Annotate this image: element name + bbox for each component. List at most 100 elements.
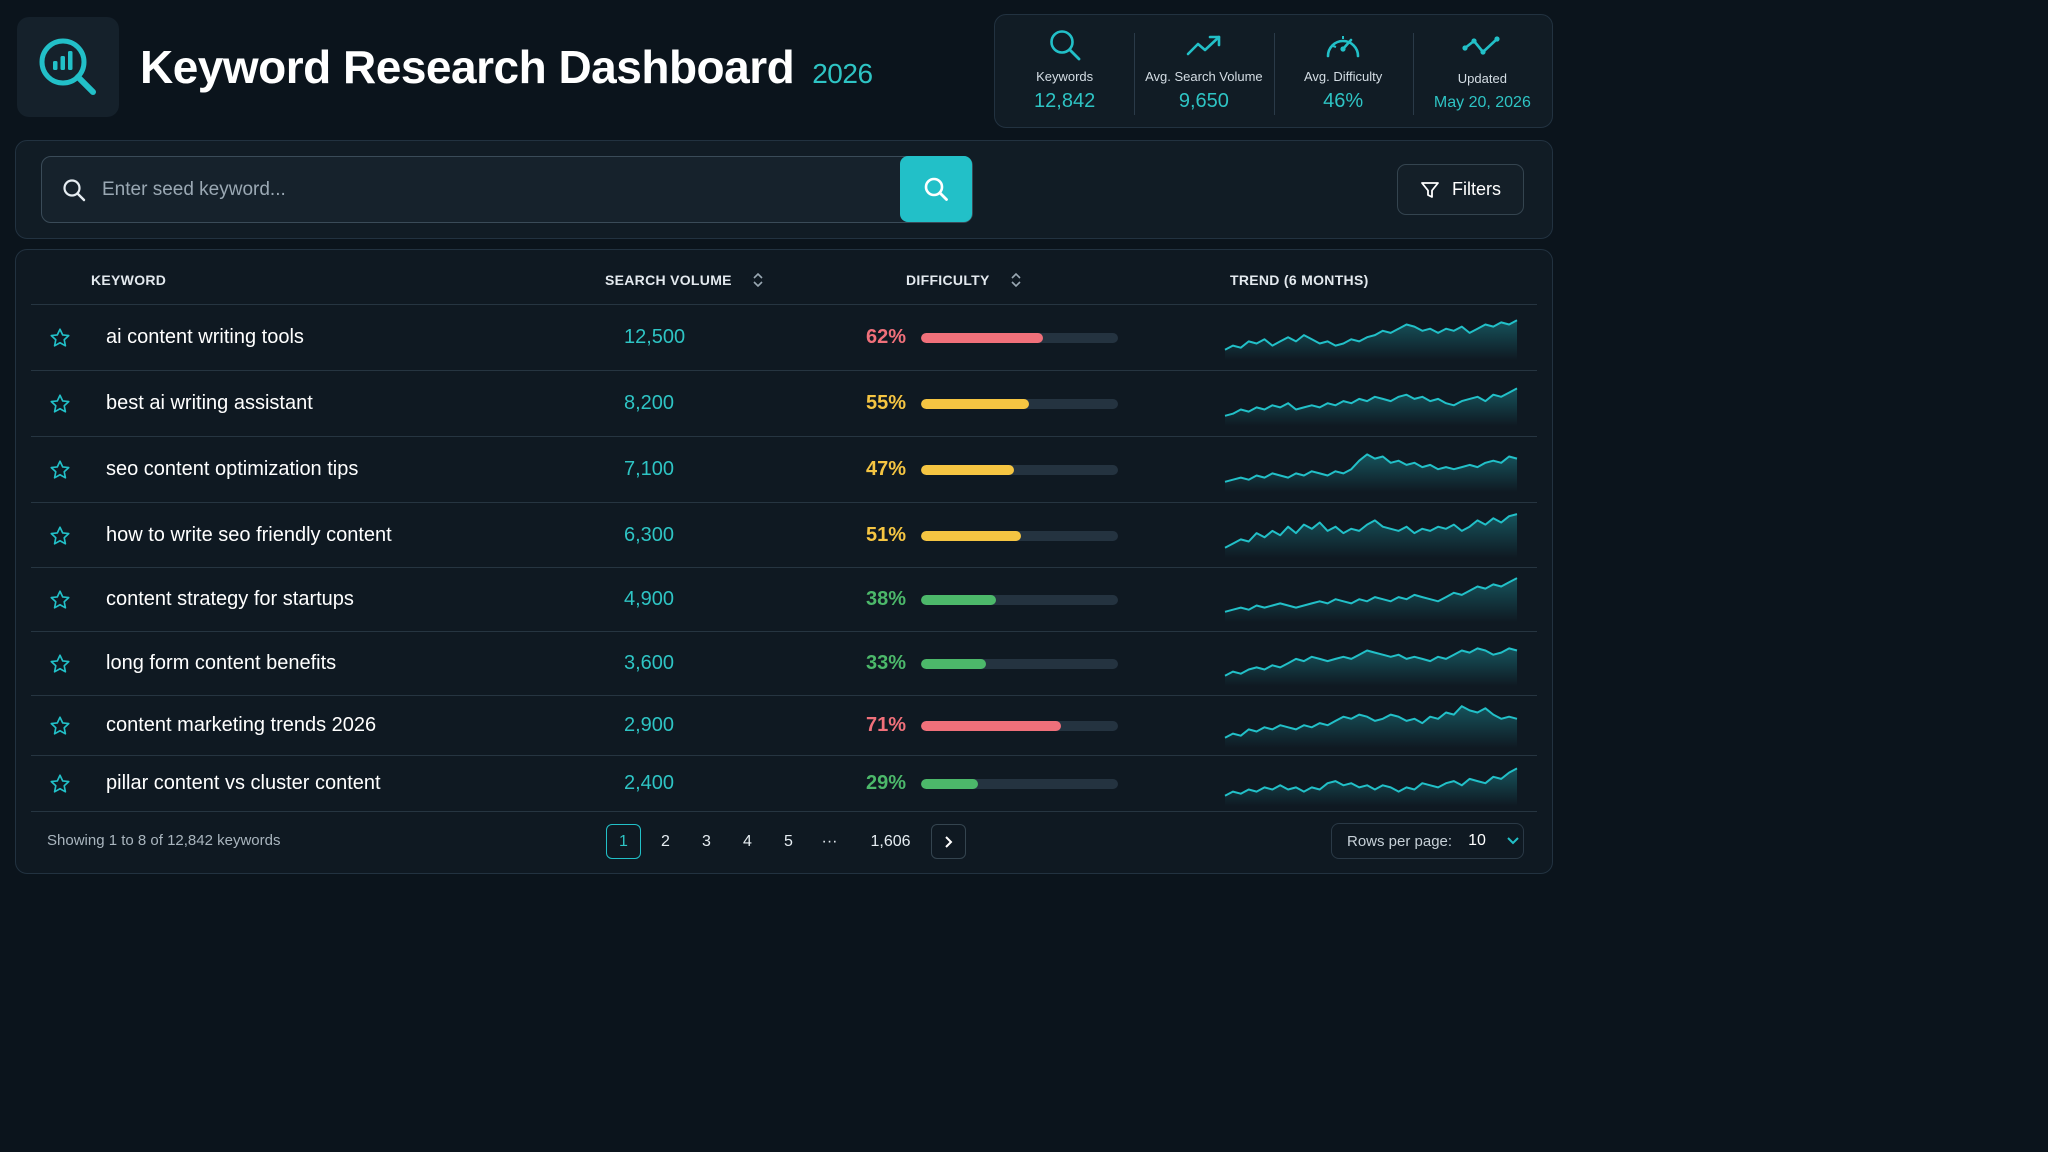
difficulty-bar-fill	[921, 721, 1061, 731]
next-page-button[interactable]	[931, 824, 966, 859]
page-button-2[interactable]: 2	[661, 832, 670, 850]
difficulty-bar-fill	[921, 659, 986, 669]
star-icon[interactable]	[49, 327, 71, 349]
trend-line	[1224, 453, 1518, 483]
difficulty-bar	[921, 530, 1118, 541]
search-button[interactable]	[900, 156, 972, 222]
column-header-search-volume[interactable]: SEARCH VOLUME	[605, 272, 764, 288]
trend-area	[1225, 388, 1517, 426]
column-header-trend: TREND (6 MONTHS)	[1230, 272, 1369, 288]
table-row[interactable]: how to write seo friendly content 6,300 51…	[31, 503, 1537, 568]
search-volume-cell: 2,900	[624, 714, 675, 736]
table-row[interactable]: pillar content vs cluster content 2,400 29…	[31, 756, 1537, 812]
sort-icon[interactable]	[752, 272, 764, 288]
column-label: KEYWORD	[91, 272, 167, 288]
search-volume-cell: 4,900	[624, 588, 675, 610]
star-icon[interactable]	[49, 773, 71, 795]
search-icon	[924, 177, 948, 201]
difficulty-bar-fill	[921, 333, 1044, 343]
column-header-difficulty[interactable]: DIFFICULTY	[906, 272, 1022, 288]
filter-icon	[1420, 180, 1440, 200]
difficulty-value: 71%	[865, 714, 906, 736]
keyword-cell[interactable]: content marketing trends 2026	[106, 714, 377, 736]
filters-button[interactable]: Filters	[1397, 164, 1524, 215]
sort-icon[interactable]	[1010, 272, 1022, 288]
keyword-cell[interactable]: how to write seo friendly content	[106, 523, 392, 546]
chevron-right-icon	[944, 835, 952, 848]
table-row[interactable]: best ai writing assistant 8,200 55%	[31, 371, 1537, 437]
star-icon[interactable]	[49, 393, 71, 415]
difficulty-value: 62%	[865, 326, 906, 348]
column-label: TREND (6 MONTHS)	[1230, 272, 1369, 288]
trend-line	[1224, 647, 1518, 677]
difficulty-bar	[921, 659, 1118, 669]
star-icon[interactable]	[49, 589, 71, 611]
page-button-3[interactable]: 3	[702, 832, 711, 850]
page-ellipsis: ···	[821, 832, 838, 850]
difficulty-bar	[921, 465, 1118, 475]
trend-line	[1224, 387, 1518, 417]
stat-label: Keywords	[1036, 69, 1094, 84]
page-button-4[interactable]: 4	[743, 832, 752, 850]
trend-sparkline	[1224, 512, 1518, 558]
keyword-cell[interactable]: ai content writing tools	[106, 326, 304, 348]
star-icon[interactable]	[49, 525, 71, 547]
search-volume-cell: 3,600	[624, 652, 675, 674]
page-title-text: Keyword Research Dashboard	[140, 41, 795, 93]
page-button-1[interactable]: 1	[606, 824, 641, 859]
gauge-icon	[1324, 29, 1362, 61]
stat-label: Avg. Difficulty	[1303, 69, 1383, 84]
stat-value: 12,842	[1034, 90, 1096, 112]
keyword-cell[interactable]: best ai writing assistant	[106, 392, 313, 414]
keyword-cell[interactable]: seo content optimization tips	[106, 458, 359, 480]
difficulty-value: 38%	[865, 588, 906, 610]
column-header-keyword: KEYWORD	[91, 272, 166, 288]
page-button-5[interactable]: 5	[784, 832, 793, 850]
table-row[interactable]: content marketing trends 2026 2,900 71%	[31, 696, 1537, 756]
keyword-cell[interactable]: long form content benefits	[106, 652, 337, 674]
keyword-cell[interactable]: pillar content vs cluster content	[106, 772, 381, 794]
table-row[interactable]: seo content optimization tips 7,100 47%	[31, 437, 1537, 503]
stat-updated: Updated May 20, 2026	[1412, 15, 1552, 127]
stat-keywords: Keywords 12,842	[995, 15, 1134, 127]
stat-label: Updated	[1457, 70, 1507, 86]
page-button-last[interactable]: 1,606	[870, 832, 911, 850]
search-volume-cell: 12,500	[624, 326, 686, 348]
difficulty-bar-fill	[921, 530, 1022, 541]
difficulty-bar	[921, 399, 1118, 409]
trend-line	[1224, 767, 1518, 797]
table-row[interactable]: content strategy for startups 4,900 38%	[31, 568, 1537, 632]
search-icon	[62, 178, 86, 202]
trend-sparkline	[1224, 647, 1518, 686]
star-icon[interactable]	[49, 459, 71, 481]
difficulty-value: 55%	[865, 392, 906, 414]
keyword-cell[interactable]: content strategy for startups	[106, 588, 354, 610]
search-input[interactable]	[102, 178, 862, 201]
trend-sparkline	[1224, 387, 1518, 426]
app-logo	[17, 17, 119, 117]
trend-sparkline	[1224, 577, 1518, 622]
trend-area	[1225, 648, 1517, 686]
stat-avg-difficulty: Avg. Difficulty 46%	[1273, 15, 1413, 127]
search-volume-cell: 2,400	[624, 772, 675, 794]
difficulty-value: 51%	[865, 523, 906, 546]
chart-line-icon	[1462, 31, 1502, 63]
column-label: DIFFICULTY	[906, 272, 990, 288]
star-icon[interactable]	[49, 653, 71, 675]
pagination: 1 2 3 4 5 ··· 1,606	[606, 824, 966, 859]
star-icon[interactable]	[49, 715, 71, 737]
table-row[interactable]: ai content writing tools 12,500 62%	[31, 305, 1537, 371]
page-title-year: 2026	[812, 58, 873, 89]
difficulty-bar	[921, 779, 1118, 789]
table-row[interactable]: long form content benefits 3,600 33%	[31, 632, 1537, 696]
difficulty-bar-fill	[921, 779, 979, 789]
trend-line	[1224, 577, 1518, 613]
rows-per-page-select[interactable]: Rows per page: 10	[1331, 823, 1524, 859]
stat-value: 9,650	[1178, 90, 1229, 112]
page-title: Keyword Research Dashboard 2026	[140, 40, 873, 94]
difficulty-value: 33%	[865, 652, 906, 674]
difficulty-bar	[921, 721, 1118, 731]
trend-area	[1225, 320, 1517, 360]
search-icon	[1048, 29, 1082, 61]
rows-per-page-label: Rows per page:	[1347, 832, 1453, 850]
